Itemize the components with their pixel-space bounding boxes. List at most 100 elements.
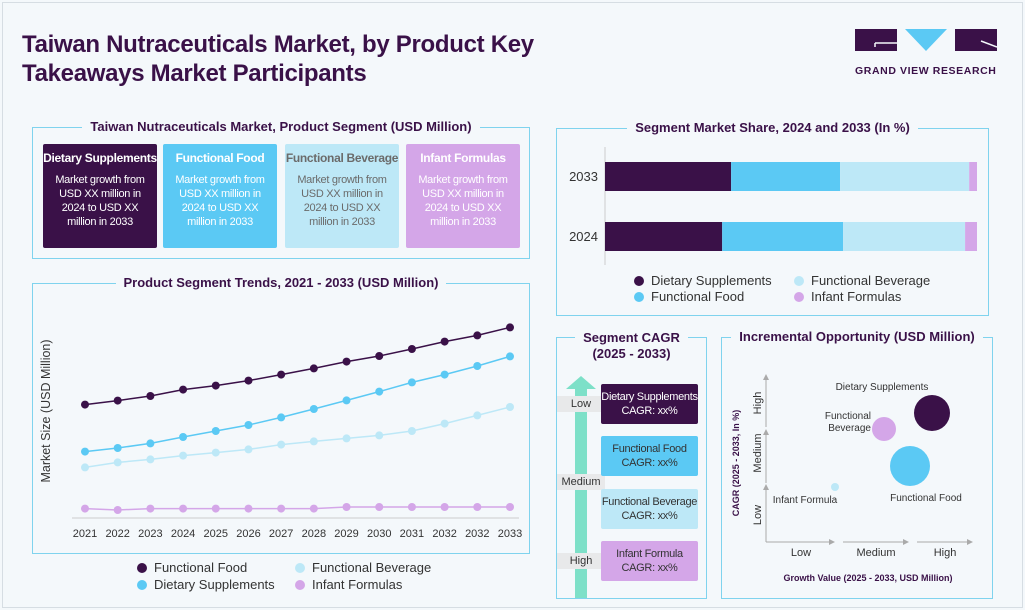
cagr-title-line-2: (2025 - 2033)	[584, 346, 679, 361]
data-point	[146, 439, 155, 448]
bubble-label: Dietary Supplements	[836, 382, 929, 393]
y-tick: Medium	[752, 433, 764, 472]
legend-item: Functional Beverage	[295, 560, 431, 575]
legend-item: Dietary Supplements	[634, 273, 772, 288]
data-point	[375, 387, 384, 396]
data-point	[244, 376, 253, 385]
bubble-label: Infant Formula	[773, 495, 838, 506]
trend-chart-panel: Product Segment Trends, 2021 - 2033 (USD…	[32, 275, 530, 554]
cagr-title-line-1: Segment CAGR	[575, 330, 688, 345]
data-point	[211, 427, 220, 435]
card-dietary-supplements: Dietary Supplements Market growth from U…	[43, 144, 157, 248]
y-tick: Low	[752, 505, 764, 525]
data-point	[211, 448, 220, 457]
grand-view-research-logo: GRAND VIEW RESEARCH	[855, 29, 998, 77]
cagr-box-name: Dietary Supplements	[601, 391, 698, 403]
panel-title: Taiwan Nutraceuticals Market, Product Se…	[33, 119, 529, 135]
data-point	[375, 352, 384, 360]
data-point	[375, 431, 384, 440]
card-functional-beverage: Functional Beverage Market growth from U…	[285, 144, 399, 248]
series-line	[84, 326, 511, 406]
data-point	[211, 381, 220, 390]
data-point	[506, 503, 514, 511]
series-line	[84, 506, 510, 511]
data-point	[473, 331, 482, 340]
bar-segment	[840, 162, 970, 191]
data-point	[309, 405, 318, 413]
panel-title-text: Taiwan Nutraceuticals Market, Product Se…	[82, 119, 480, 134]
legend-dot-icon	[295, 580, 305, 590]
logo-text: GRAND VIEW RESEARCH	[855, 65, 997, 77]
cagr-box-value: CAGR: xx%	[621, 405, 678, 417]
legend-item: Functional Beverage	[794, 273, 930, 288]
data-point	[244, 421, 253, 429]
legend-dot-icon	[137, 580, 147, 590]
x-tick-label: 2025	[204, 528, 228, 540]
panel-title: Incremental Opportunity (USD Million)	[722, 329, 992, 345]
data-point	[440, 419, 449, 428]
cagr-box-name: Infant Formula	[616, 548, 683, 560]
x-tick-label: 2030	[367, 528, 391, 540]
data-point	[179, 451, 188, 460]
panel-title: Product Segment Trends, 2021 - 2033 (USD…	[33, 275, 529, 291]
data-point	[179, 504, 188, 513]
data-point	[179, 433, 188, 441]
series-infant-formulas	[81, 503, 514, 514]
card-text: Market growth from USD XX million in 202…	[418, 174, 508, 228]
card-infant-formulas: Infant Formulas Market growth from USD X…	[406, 144, 520, 248]
bar-segment	[969, 162, 977, 191]
x-tick-label: 2022	[105, 528, 129, 540]
legend-dot-icon	[794, 292, 804, 302]
y-tick: High	[752, 392, 764, 415]
axes	[763, 374, 973, 545]
x-tick-label: 2029	[334, 528, 358, 540]
data-point	[440, 337, 449, 346]
data-point	[277, 440, 286, 449]
x-tick: High	[934, 547, 957, 559]
x-tick-label: 2031	[400, 528, 424, 540]
data-point	[81, 463, 89, 472]
bubble-functional-beverage	[872, 417, 896, 441]
legend-label: Functional Food	[154, 560, 248, 575]
data-point	[407, 378, 416, 387]
page-title: Taiwan Nutraceuticals Market, by Product…	[22, 30, 534, 88]
series-line	[84, 406, 511, 469]
bar-segment	[731, 162, 841, 191]
level-medium: Medium	[557, 474, 605, 490]
legend-dot-icon	[295, 563, 305, 573]
legend-item: Functional Food	[634, 289, 744, 304]
legend-item: Infant Formulas	[794, 289, 901, 304]
data-point	[309, 504, 318, 513]
title-line-2: Takeaways Market Participants	[22, 60, 367, 87]
x-tick-label: 2026	[236, 528, 260, 540]
data-point	[211, 504, 220, 513]
x-tick: Medium	[856, 547, 895, 559]
legend-label: Dietary Supplements	[154, 577, 275, 592]
bubble-label: Functional Beverage	[825, 411, 872, 434]
card-text: Market growth from USD XX million in 202…	[175, 174, 265, 228]
level-low: Low	[557, 396, 605, 412]
data-point	[342, 357, 351, 366]
data-point	[146, 455, 155, 464]
data-point	[81, 504, 89, 513]
bar-segment	[843, 222, 966, 251]
data-point	[113, 458, 122, 467]
data-point	[506, 323, 514, 332]
card-title: Functional Beverage	[285, 151, 399, 165]
legend-label: Infant Formulas	[811, 289, 902, 304]
data-point	[506, 352, 514, 361]
data-point	[244, 445, 253, 454]
panel-title: Segment Market Share, 2024 and 2033 (In …	[557, 120, 988, 136]
card-title: Infant Formulas	[420, 151, 506, 165]
cagr-box-functional-beverage: Functional Beverage CAGR: xx%	[601, 489, 698, 529]
x-tick-label: 2028	[302, 528, 326, 540]
bubble-infant-formula	[831, 483, 839, 491]
data-point	[342, 396, 351, 405]
legend-dot-icon	[634, 276, 644, 286]
bar-segment	[722, 222, 844, 251]
cagr-box-name: Functional Beverage	[601, 496, 698, 508]
bar-segment	[605, 162, 732, 191]
legend-label: Dietary Supplements	[651, 273, 772, 288]
title-line-1: Taiwan Nutraceuticals Market, by Product…	[22, 31, 534, 58]
